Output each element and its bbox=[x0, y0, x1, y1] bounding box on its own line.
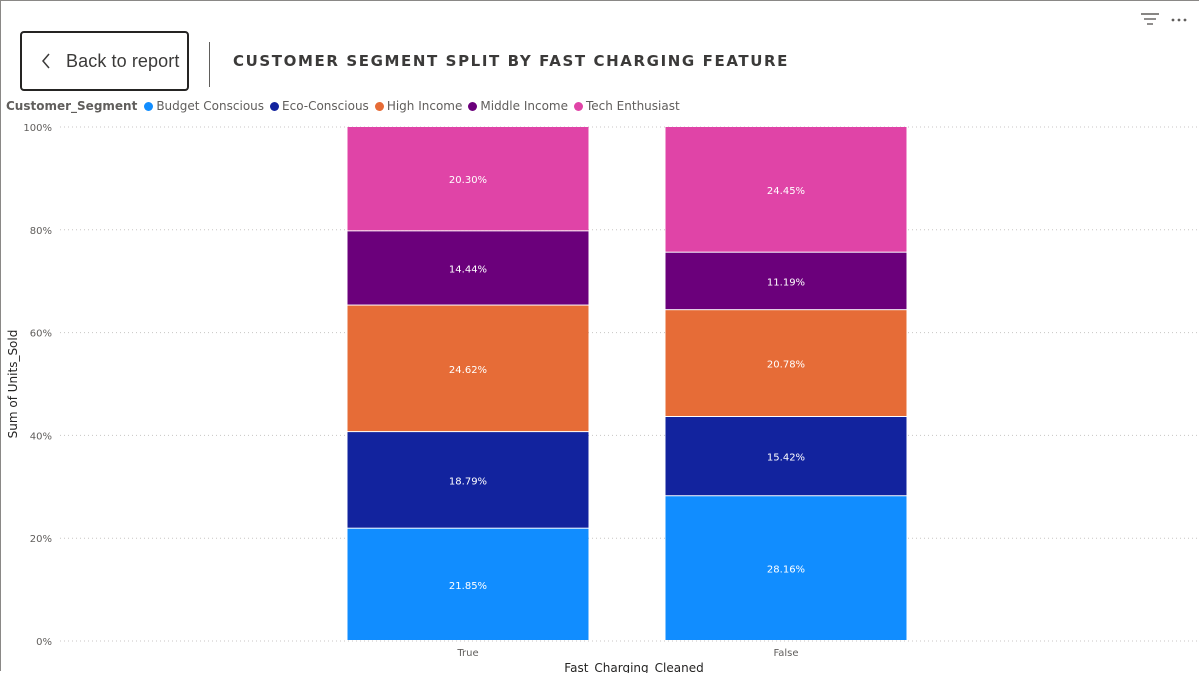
back-to-report-label: Back to report bbox=[66, 50, 180, 71]
data-label: 11.19% bbox=[767, 277, 805, 288]
legend: Customer_Segment Budget Conscious Eco-Co… bbox=[6, 98, 686, 114]
legend-label: Budget Conscious bbox=[156, 99, 265, 113]
bar-segment-high-income-false[interactable] bbox=[665, 310, 907, 416]
legend-item-middle-income[interactable]: Middle Income bbox=[468, 99, 568, 113]
bar-segment-tech-enthusiast-false[interactable] bbox=[665, 127, 907, 252]
x-tick-label: True bbox=[456, 648, 478, 659]
legend-dot bbox=[468, 101, 478, 111]
data-label: 20.78% bbox=[767, 360, 805, 371]
legend-label: High Income bbox=[386, 99, 463, 113]
y-tick-label: 40% bbox=[30, 431, 52, 442]
legend-label: Eco-Conscious bbox=[282, 99, 369, 113]
y-tick-label: 0% bbox=[36, 637, 52, 648]
more-options-icon[interactable] bbox=[1168, 8, 1190, 30]
data-label: 18.79% bbox=[449, 476, 487, 487]
legend-label: Tech Enthusiast bbox=[585, 99, 680, 113]
legend-dot bbox=[144, 101, 154, 111]
filter-icon[interactable] bbox=[1139, 8, 1161, 30]
legend-item-budget-conscious[interactable]: Budget Conscious bbox=[144, 99, 264, 113]
legend-dot bbox=[270, 101, 280, 111]
data-label: 21.85% bbox=[449, 581, 487, 592]
data-label: 15.42% bbox=[767, 453, 805, 464]
data-label: 20.30% bbox=[449, 175, 487, 186]
legend-item-high-income[interactable]: High Income bbox=[374, 99, 463, 113]
bar-segment-high-income-true[interactable] bbox=[347, 305, 589, 432]
bar-segment-eco-conscious-true[interactable] bbox=[347, 432, 589, 528]
x-tick-label: False bbox=[773, 648, 798, 659]
bar-segment-middle-income-false[interactable] bbox=[665, 252, 907, 310]
y-tick-label: 100% bbox=[23, 123, 52, 134]
page-title: CUSTOMER SEGMENT SPLIT BY FAST CHARGING … bbox=[233, 52, 789, 70]
x-axis-title: Fast_Charging_Cleaned bbox=[564, 661, 703, 673]
header-divider bbox=[209, 42, 210, 87]
data-label: 24.62% bbox=[449, 365, 487, 376]
data-label: 28.16% bbox=[767, 565, 805, 576]
legend-item-eco-conscious[interactable]: Eco-Conscious bbox=[270, 99, 369, 113]
data-label: 24.45% bbox=[767, 186, 805, 197]
y-tick-label: 60% bbox=[30, 329, 52, 340]
legend-dot bbox=[573, 101, 583, 111]
y-axis-title: Sum of Units_Sold bbox=[6, 330, 20, 439]
legend-item-tech-enthusiast[interactable]: Tech Enthusiast bbox=[573, 99, 680, 113]
data-label: 14.44% bbox=[449, 264, 487, 275]
bar-segment-budget-conscious-true[interactable] bbox=[347, 528, 589, 640]
y-tick-label: 20% bbox=[30, 534, 52, 545]
legend-label: Middle Income bbox=[480, 99, 568, 113]
bar-segment-eco-conscious-false[interactable] bbox=[665, 416, 907, 496]
legend-dot bbox=[374, 101, 384, 111]
y-tick-label: 80% bbox=[30, 226, 52, 237]
legend-title: Customer_Segment bbox=[6, 99, 138, 113]
back-to-report-button[interactable]: Back to report bbox=[20, 31, 189, 91]
bar-segment-budget-conscious-false[interactable] bbox=[665, 496, 907, 640]
bar-segment-middle-income-true[interactable] bbox=[347, 231, 589, 305]
chevron-left-icon bbox=[26, 53, 66, 69]
bar-segment-tech-enthusiast-true[interactable] bbox=[347, 127, 589, 231]
